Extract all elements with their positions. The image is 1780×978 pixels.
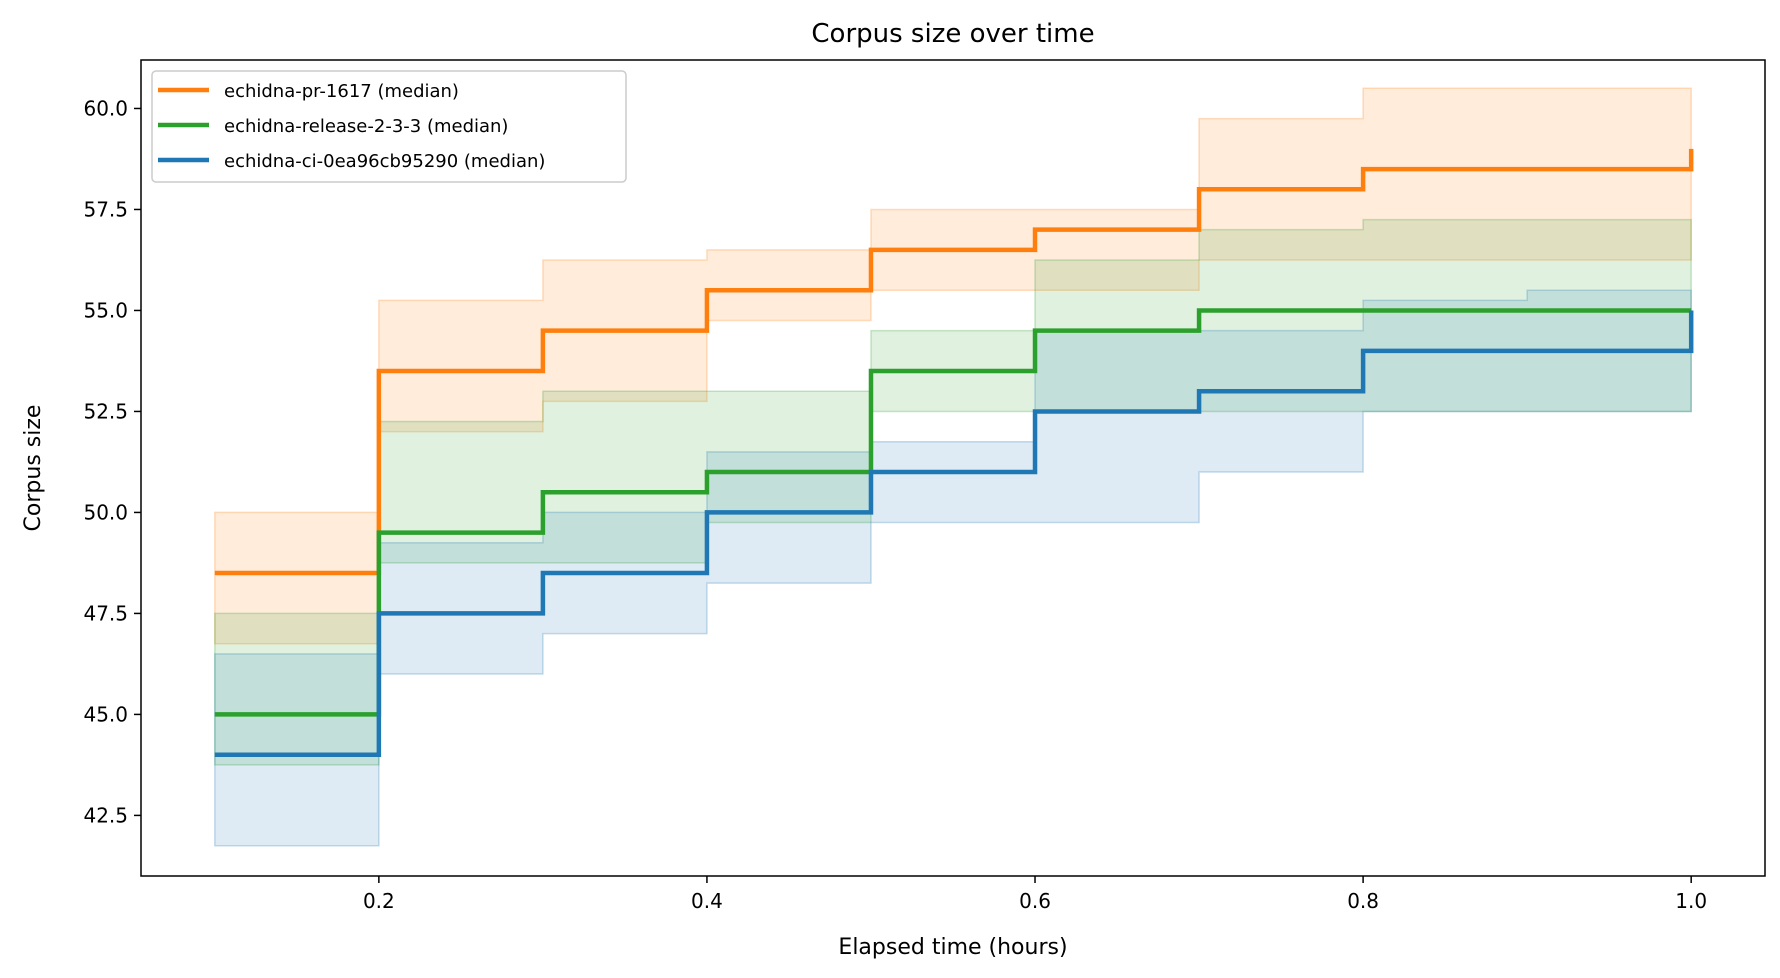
y-tick-label: 60.0 bbox=[83, 96, 128, 120]
legend-label: echidna-ci-0ea96cb95290 (median) bbox=[224, 151, 545, 172]
chart-title: Corpus size over time bbox=[811, 19, 1094, 49]
x-tick-label: 0.2 bbox=[363, 889, 395, 913]
x-tick-label: 0.4 bbox=[691, 889, 723, 913]
y-tick-label: 55.0 bbox=[83, 298, 128, 322]
legend-label: echidna-release-2-3-3 (median) bbox=[224, 116, 508, 137]
y-tick-label: 47.5 bbox=[83, 601, 128, 625]
x-tick-label: 0.6 bbox=[1019, 889, 1051, 913]
y-tick-label: 50.0 bbox=[83, 500, 128, 524]
y-tick-label: 52.5 bbox=[83, 399, 128, 423]
median-lines bbox=[214, 148, 1694, 758]
y-axis-label: Corpus size bbox=[21, 405, 46, 532]
series-1-line bbox=[214, 148, 1694, 576]
series-3-line bbox=[214, 310, 1694, 758]
x-tick-label: 0.8 bbox=[1347, 889, 1379, 913]
x-axis-ticks: 0.2 0.4 0.6 0.8 1.0 bbox=[363, 876, 1707, 913]
y-tick-label: 45.0 bbox=[83, 702, 128, 726]
legend-label: echidna-pr-1617 (median) bbox=[224, 81, 459, 102]
y-tick-label: 42.5 bbox=[83, 803, 128, 827]
legend: echidna-pr-1617 (median) echidna-release-… bbox=[151, 70, 627, 183]
y-axis-ticks: 42.5 45.0 47.5 50.0 52.5 55.0 57.5 60.0 bbox=[83, 96, 141, 827]
x-tick-label: 1.0 bbox=[1675, 889, 1707, 913]
series-1-band bbox=[214, 87, 1692, 645]
confidence-bands bbox=[214, 87, 1692, 847]
legend-box bbox=[151, 70, 627, 183]
y-tick-label: 57.5 bbox=[83, 197, 128, 221]
plot-frame bbox=[140, 59, 1766, 877]
series-2-line bbox=[214, 308, 1692, 717]
x-axis-label: Elapsed time (hours) bbox=[838, 935, 1067, 960]
